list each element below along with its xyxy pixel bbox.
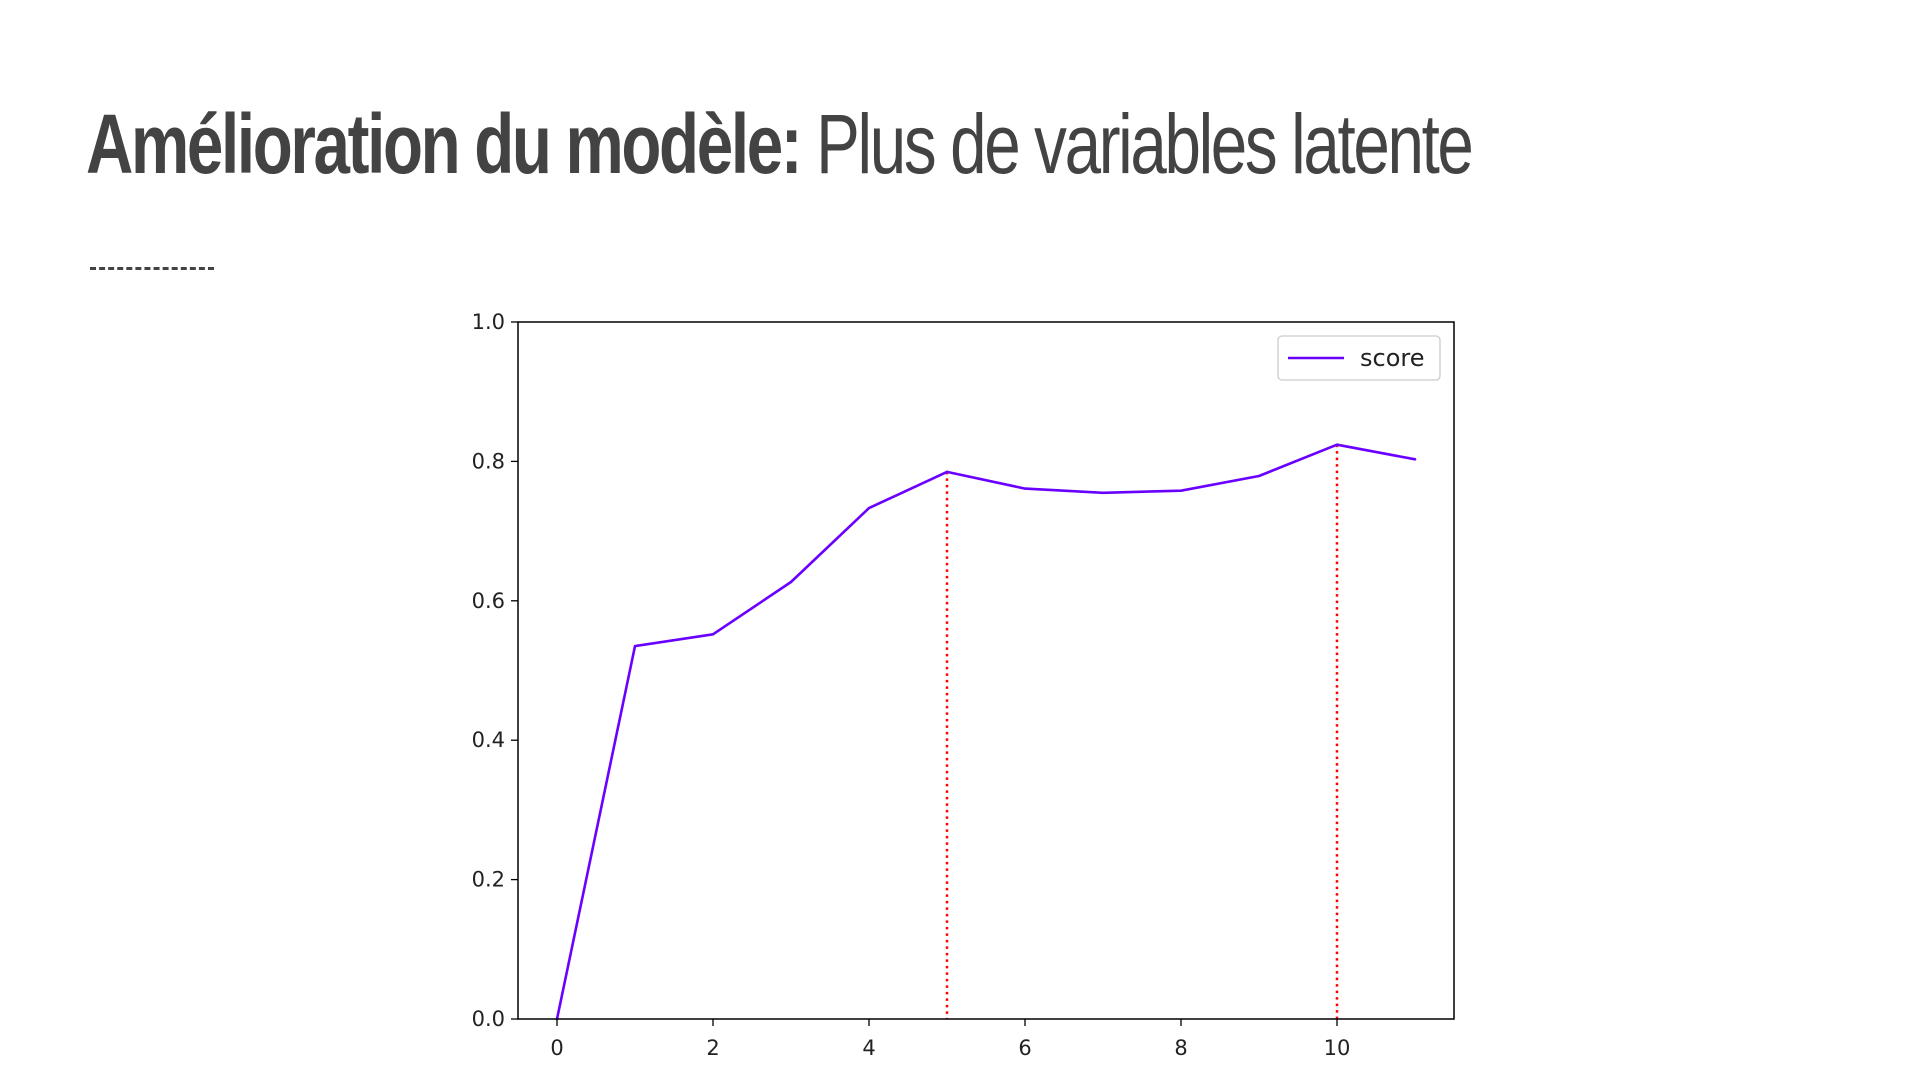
y-tick-label: 0.2 [472, 868, 505, 892]
x-tick-label: 4 [862, 1036, 875, 1060]
data-point [711, 633, 715, 636]
slide-title: Amélioration du modèle: Plus de variable… [86, 97, 1474, 191]
slide-title-bold: Amélioration du modèle: [86, 97, 803, 191]
x-tick-label: 2 [706, 1036, 719, 1060]
plot-frame [517, 321, 1455, 1020]
data-point [1413, 458, 1417, 461]
score-line-chart: 0 2 4 6 8 10 0.0 0.2 0.4 0.6 0.8 1.0 score [472, 310, 1455, 1060]
data-point [789, 580, 793, 584]
data-point [1335, 443, 1339, 446]
data-point [1179, 489, 1183, 492]
y-tick-label: 0.4 [472, 728, 505, 752]
x-axis: 0 2 4 6 8 10 [550, 1019, 1350, 1060]
slide-title-light: Plus de variables latente [816, 97, 1474, 191]
x-tick-label: 0 [550, 1036, 563, 1060]
data-point [867, 506, 871, 510]
series-layer [555, 443, 1417, 1021]
y-tick-label: 0.6 [472, 589, 505, 613]
x-tick-label: 6 [1018, 1036, 1031, 1060]
title-underline [90, 267, 214, 270]
legend: score [1277, 335, 1441, 381]
y-tick-label: 0.8 [472, 449, 505, 473]
x-tick-label: 10 [1324, 1036, 1351, 1060]
data-point [1101, 491, 1105, 494]
x-tick-label: 8 [1174, 1036, 1187, 1060]
legend-label: score [1360, 344, 1425, 372]
data-point [633, 644, 637, 648]
data-point [945, 470, 949, 474]
y-axis: 0.0 0.2 0.4 0.6 0.8 1.0 [472, 310, 518, 1031]
data-point [1023, 487, 1027, 490]
data-point [1257, 474, 1261, 478]
series-line-score [555, 443, 1417, 1021]
y-tick-label: 1.0 [472, 310, 505, 334]
legend-box [1277, 335, 1441, 381]
marker-lines [945, 444, 1339, 1019]
y-tick-label: 0.0 [472, 1007, 505, 1031]
